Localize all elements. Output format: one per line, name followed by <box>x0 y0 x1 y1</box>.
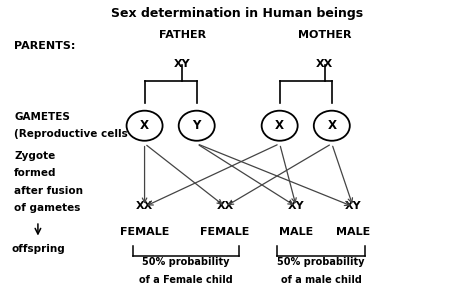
Text: MOTHER: MOTHER <box>298 30 351 40</box>
Text: offspring: offspring <box>11 244 65 254</box>
Text: after fusion: after fusion <box>14 186 83 196</box>
Text: 50% probability: 50% probability <box>277 257 365 267</box>
Text: 50% probability: 50% probability <box>142 257 230 267</box>
Text: of a male child: of a male child <box>281 275 362 285</box>
Text: GAMETES: GAMETES <box>14 112 70 122</box>
Text: XY: XY <box>345 201 362 211</box>
Text: MALE: MALE <box>336 227 370 237</box>
Text: of gametes: of gametes <box>14 203 81 213</box>
Text: FEMALE: FEMALE <box>201 227 250 237</box>
Text: (Reproductive cells: (Reproductive cells <box>14 129 128 139</box>
Text: X: X <box>328 119 336 132</box>
Text: XY: XY <box>174 59 191 69</box>
Text: Y: Y <box>192 119 201 132</box>
Text: FEMALE: FEMALE <box>120 227 169 237</box>
Text: X: X <box>275 119 284 132</box>
Text: XX: XX <box>217 201 234 211</box>
Text: XX: XX <box>136 201 153 211</box>
Text: of a Female child: of a Female child <box>139 275 233 285</box>
Text: formed: formed <box>14 168 57 178</box>
Text: Sex determination in Human beings: Sex determination in Human beings <box>111 7 363 20</box>
Text: XY: XY <box>288 201 305 211</box>
Text: MALE: MALE <box>279 227 313 237</box>
Text: XX: XX <box>316 59 333 69</box>
Text: X: X <box>140 119 149 132</box>
Text: FATHER: FATHER <box>159 30 206 40</box>
Text: PARENTS:: PARENTS: <box>14 41 75 51</box>
Text: Zygote: Zygote <box>14 151 55 161</box>
